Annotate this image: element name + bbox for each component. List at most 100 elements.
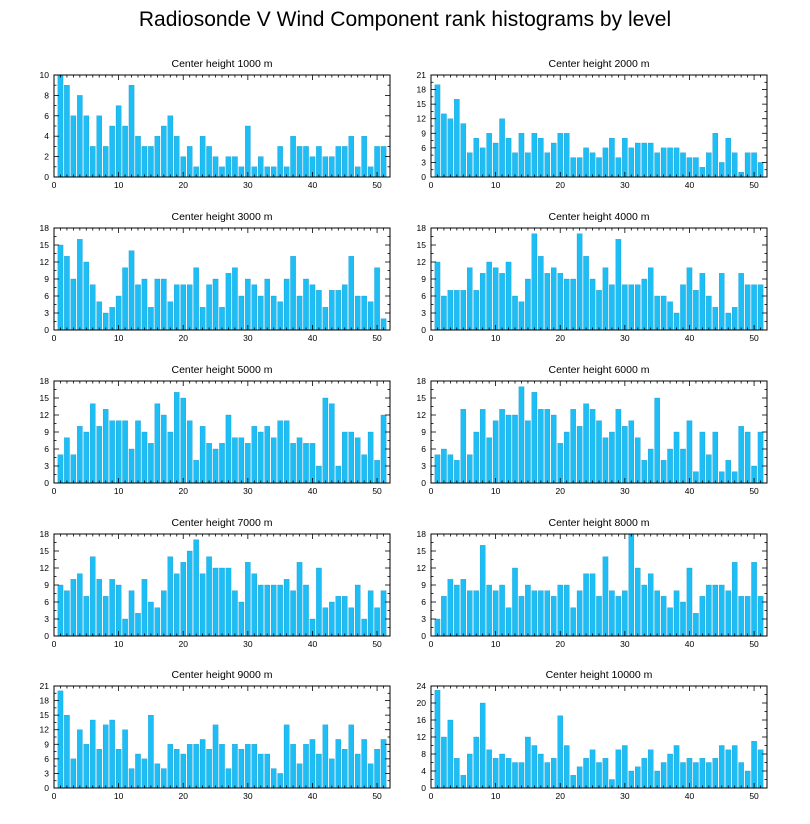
histogram-bar (128, 448, 135, 484)
histogram-bar (531, 133, 538, 178)
histogram-bar (589, 278, 596, 331)
histogram-bar (329, 758, 335, 789)
histogram-bar (245, 562, 251, 637)
histogram-bar (316, 567, 322, 637)
histogram-bar (342, 146, 348, 178)
histogram-bar (615, 409, 622, 484)
histogram-bar (290, 256, 296, 331)
histogram-bar (609, 284, 615, 331)
y-tick-label: 16 (417, 715, 427, 725)
histogram-bar (283, 579, 290, 637)
histogram-bar (70, 579, 77, 637)
histogram-bar (102, 724, 109, 789)
histogram-bar (557, 715, 563, 789)
histogram-bar (141, 579, 148, 637)
histogram-bar (576, 590, 583, 637)
histogram-bar (473, 431, 479, 484)
histogram-bar (303, 744, 309, 789)
y-tick-label: 12 (417, 563, 427, 573)
histogram-bar (264, 278, 270, 331)
histogram-bar (290, 744, 296, 789)
histogram-bar (154, 607, 161, 637)
histogram-bar (460, 123, 467, 178)
histogram-bar (174, 392, 180, 484)
histogram-bar (225, 273, 232, 331)
histogram-bar (434, 618, 441, 637)
histogram-bar (283, 724, 290, 789)
histogram-bar (141, 146, 148, 178)
histogram-bar (154, 136, 161, 178)
histogram-bar (525, 736, 531, 789)
histogram-bar (296, 295, 303, 331)
histogram-bar (57, 454, 64, 484)
panel-title: Center height 1000 m (172, 58, 273, 70)
y-tick-label: 6 (421, 291, 426, 301)
histogram-bar (460, 409, 467, 484)
histogram-bar (232, 267, 238, 331)
y-tick-label: 15 (417, 240, 427, 250)
x-tick-label: 40 (685, 333, 695, 343)
histogram-bar (303, 443, 309, 484)
panel-title: Center height 6000 m (549, 364, 650, 376)
histogram-bar (757, 749, 764, 789)
histogram-bar (557, 584, 563, 637)
y-tick-label: 18 (417, 529, 427, 539)
x-tick-label: 50 (372, 486, 382, 496)
x-tick-label: 30 (620, 333, 630, 343)
histogram-bar (622, 284, 628, 331)
histogram-bar (258, 753, 264, 789)
panel-title: Center height 10000 m (546, 669, 653, 681)
histogram-bar (486, 261, 492, 331)
histogram-bar (602, 147, 609, 178)
histogram-bar (70, 758, 77, 789)
histogram-bar (232, 590, 238, 637)
histogram-bar (83, 431, 90, 484)
histogram-bar (447, 118, 454, 178)
histogram-bar (628, 770, 635, 789)
histogram-bar (673, 590, 680, 637)
histogram-bar (148, 443, 154, 484)
histogram-bar (518, 301, 525, 331)
histogram-bar (206, 443, 212, 484)
histogram-bar (525, 152, 531, 178)
x-tick-label: 50 (372, 333, 382, 343)
y-tick-label: 3 (44, 768, 49, 778)
histogram-bar (135, 613, 141, 637)
panel-title: Center height 9000 m (172, 669, 273, 681)
histogram-bar (193, 539, 199, 637)
histogram-bar (232, 437, 238, 484)
histogram-bar (589, 749, 596, 789)
histogram-bar (283, 278, 290, 331)
histogram-bar (161, 125, 167, 178)
histogram-bar (374, 267, 380, 331)
histogram-bar (270, 584, 277, 637)
y-tick-label: 8 (421, 749, 426, 759)
histogram-bar (135, 284, 141, 331)
histogram-bar (122, 420, 128, 484)
histogram-bar (264, 753, 270, 789)
histogram-bar (180, 397, 186, 484)
histogram-bar (354, 584, 361, 637)
histogram-bar (738, 596, 744, 637)
histogram-bar (563, 133, 570, 178)
histogram-bar (354, 437, 361, 484)
histogram-bar (557, 133, 563, 178)
histogram-bar (96, 748, 102, 789)
histogram-bar (499, 409, 505, 484)
y-tick-label: 0 (44, 631, 49, 641)
histogram-bar (751, 562, 757, 637)
histogram-bar (335, 739, 342, 789)
histogram-bar (544, 762, 551, 789)
histogram-bar (454, 99, 460, 178)
histogram-bar (258, 431, 264, 484)
x-tick-label: 0 (52, 333, 57, 343)
histogram-bar (615, 749, 622, 789)
histogram-bar (615, 239, 622, 331)
histogram-bar (518, 133, 525, 178)
y-tick-label: 6 (44, 444, 49, 454)
histogram-bar (641, 460, 647, 484)
histogram-bar (531, 590, 538, 637)
x-tick-label: 0 (52, 639, 57, 649)
histogram-bar (609, 590, 615, 637)
histogram-bar (719, 273, 725, 331)
